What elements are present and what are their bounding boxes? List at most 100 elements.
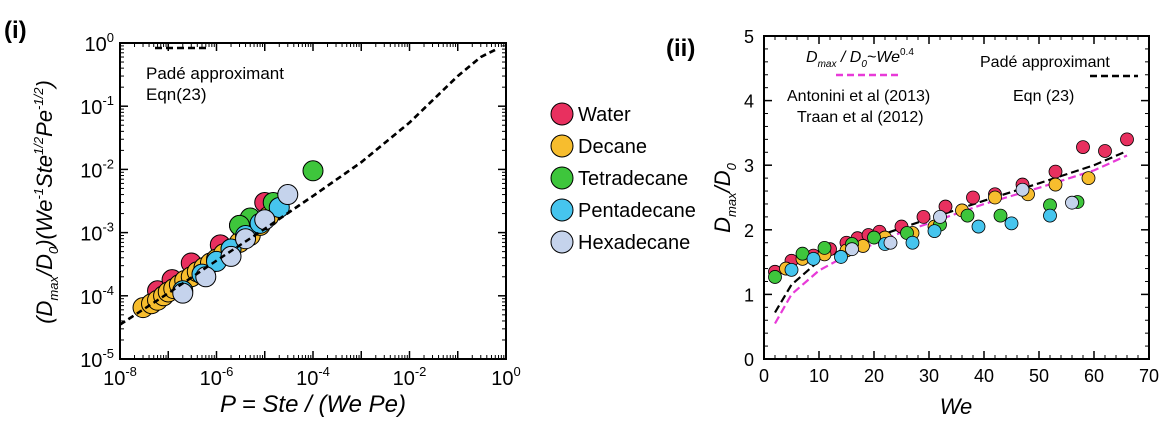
x-axis-label-text-i: P = Ste / (We Pe) — [220, 391, 406, 418]
x-tick-labels-ii: 0 10 20 30 40 50 60 70 — [759, 366, 1159, 386]
data-point-hexadecane-ii — [1065, 195, 1079, 210]
data-point-water-ii — [1120, 132, 1134, 147]
y-tick-label: 100 — [85, 30, 114, 56]
svg-text:Dmax/D0: Dmax/D0 — [710, 162, 739, 232]
y-tick-label: 10-1 — [80, 93, 114, 119]
data-point-water-ii — [1076, 140, 1090, 155]
data-points-ii — [768, 132, 1134, 284]
x-tick-label-ii: 40 — [974, 366, 994, 386]
svg-text:(Dmax/D0)(We-1Ste1/2Pe-1/2): (Dmax/D0)(We-1Ste1/2Pe-1/2) — [31, 80, 61, 324]
data-point-hexadecane — [172, 282, 194, 304]
data-point-tetradecane-ii — [817, 240, 832, 255]
x-tick-label-ii: 60 — [1084, 366, 1104, 386]
data-point-pentadecane-ii — [806, 251, 821, 266]
data-point-tetradecane-ii — [993, 208, 1008, 223]
x-tick-label-ii: 50 — [1029, 366, 1049, 386]
y-tick-label-ii: 1 — [744, 285, 754, 305]
data-point-pentadecane-ii — [834, 250, 848, 264]
pade-curve-i-overlay — [119, 48, 496, 326]
x-axis-label-i: P = Ste / (We Pe) — [220, 391, 406, 418]
x-tick-label-ii: 30 — [919, 366, 939, 386]
panel-label-i: (i) — [4, 17, 27, 44]
data-point-hexadecane — [254, 209, 276, 231]
data-point-tetradecane-ii — [867, 230, 881, 245]
y-tick-label: 10-5 — [80, 346, 114, 372]
data-point-decane-ii — [1081, 171, 1096, 186]
legend-marker-decane — [550, 134, 574, 158]
annotation-ref-traan: Traan et al (2012) — [797, 109, 924, 126]
chart-panel-ii: 0 10 20 30 40 50 60 70 0 1 2 3 4 5 Dmax / D0~We0.4 A… — [710, 27, 1159, 419]
data-point-water-ii — [966, 190, 980, 205]
panel-label-ii: (ii) — [666, 35, 695, 62]
data-point-pentadecane-ii — [971, 219, 986, 234]
data-point-pentadecane-ii — [1043, 208, 1057, 223]
y-tick-label-ii: 5 — [744, 27, 754, 47]
x-tick-label-ii: 0 — [759, 366, 769, 386]
data-point-water-ii — [1048, 164, 1063, 179]
legend-label-hexadecane: Hexadecane — [578, 232, 690, 254]
legend-marker-water — [550, 102, 574, 126]
data-point-tetradecane — [302, 160, 324, 182]
x-tick-labels-i: 10-8 10-6 10-4 10-2 100 — [103, 364, 521, 390]
y-tick-label-ii: 3 — [744, 156, 754, 176]
x-tick-label: 10-8 — [103, 364, 137, 390]
legend-label-tetradecane: Tetradecane — [578, 168, 688, 190]
y-axis-label-ii: Dmax/D0 — [710, 162, 739, 232]
annotation-pade-ii: Padé approximant — [980, 54, 1110, 71]
y-tick-labels-ii: 0 1 2 3 4 5 — [744, 27, 754, 370]
legend-marker-hexadecane — [550, 230, 574, 254]
y-tick-label: 10-3 — [80, 220, 114, 246]
data-point-hexadecane-ii — [1015, 182, 1030, 197]
data-point-pentadecane-ii — [905, 235, 920, 250]
data-point-hexadecane-ii — [933, 209, 947, 224]
legend: Water Decane Tetradecane Pentadecane Hexadec… — [550, 102, 696, 254]
data-point-pentadecane-ii — [784, 262, 799, 277]
data-point-hexadecane — [277, 184, 299, 206]
axis-ticks-ii — [763, 35, 1150, 360]
data-point-pentadecane-ii — [1004, 216, 1019, 231]
x-tick-label: 10-4 — [296, 364, 330, 390]
data-point-water-ii — [916, 209, 931, 224]
annotation-pade-i: Padé approximant — [146, 64, 284, 83]
x-tick-label-ii: 20 — [864, 366, 884, 386]
x-tick-label: 100 — [491, 364, 520, 390]
y-tick-label-ii: 4 — [744, 92, 754, 112]
y-tick-label-ii: 0 — [744, 350, 754, 370]
y-tick-label: 10-4 — [80, 283, 114, 309]
data-point-decane-ii — [988, 190, 1002, 205]
legend-marker-tetradecane — [550, 166, 574, 190]
legend-label-pentadecane: Pentadecane — [578, 200, 696, 222]
x-tick-label-ii: 10 — [809, 366, 829, 386]
data-point-tetradecane-ii — [768, 270, 782, 284]
legend-label-decane: Decane — [578, 136, 647, 158]
x-tick-label-ii: 70 — [1139, 366, 1159, 386]
axis-ticks-i — [119, 42, 507, 360]
legend-marker-pentadecane — [550, 198, 574, 222]
data-point-pentadecane-ii — [927, 224, 942, 238]
fit-lines-ii — [774, 149, 1128, 325]
y-tick-label-ii: 2 — [744, 221, 754, 241]
plot-frame-ii — [763, 35, 1150, 360]
x-tick-label: 10-6 — [200, 364, 234, 390]
data-points-i — [119, 48, 496, 326]
data-point-hexadecane-ii — [883, 235, 898, 250]
data-point-hexadecane — [195, 266, 217, 288]
x-axis-label-ii: We — [940, 394, 973, 419]
annotation-eqn-i: Eqn(23) — [146, 85, 206, 104]
y-tick-labels-i: 10-5 10-4 10-3 10-2 10-1 100 — [80, 30, 114, 372]
annotation-ref-antonini: Antonini et al (2013) — [787, 88, 930, 105]
data-point-hexadecane-ii — [845, 242, 859, 257]
chart-panel-i: 10-8 10-6 10-4 10-2 100 10-5 10-4 10-3 10-2 10-1… — [31, 30, 521, 418]
annotation-power-law: Dmax / D0~We0.4 — [806, 47, 914, 70]
x-tick-label: 10-2 — [393, 364, 427, 390]
pade-curve-ii — [774, 149, 1128, 314]
y-tick-label: 10-2 — [80, 156, 114, 182]
annotation-eqn-ii: Eqn (23) — [1013, 88, 1074, 105]
data-point-tetradecane-ii — [960, 208, 975, 223]
legend-label-water: Water — [578, 104, 631, 126]
data-point-water-ii — [1098, 144, 1112, 158]
power-law-curve-ii — [774, 154, 1128, 325]
data-point-decane-ii — [1048, 177, 1063, 192]
y-axis-label-i: (Dmax/D0)(We-1Ste1/2Pe-1/2) — [31, 80, 61, 324]
